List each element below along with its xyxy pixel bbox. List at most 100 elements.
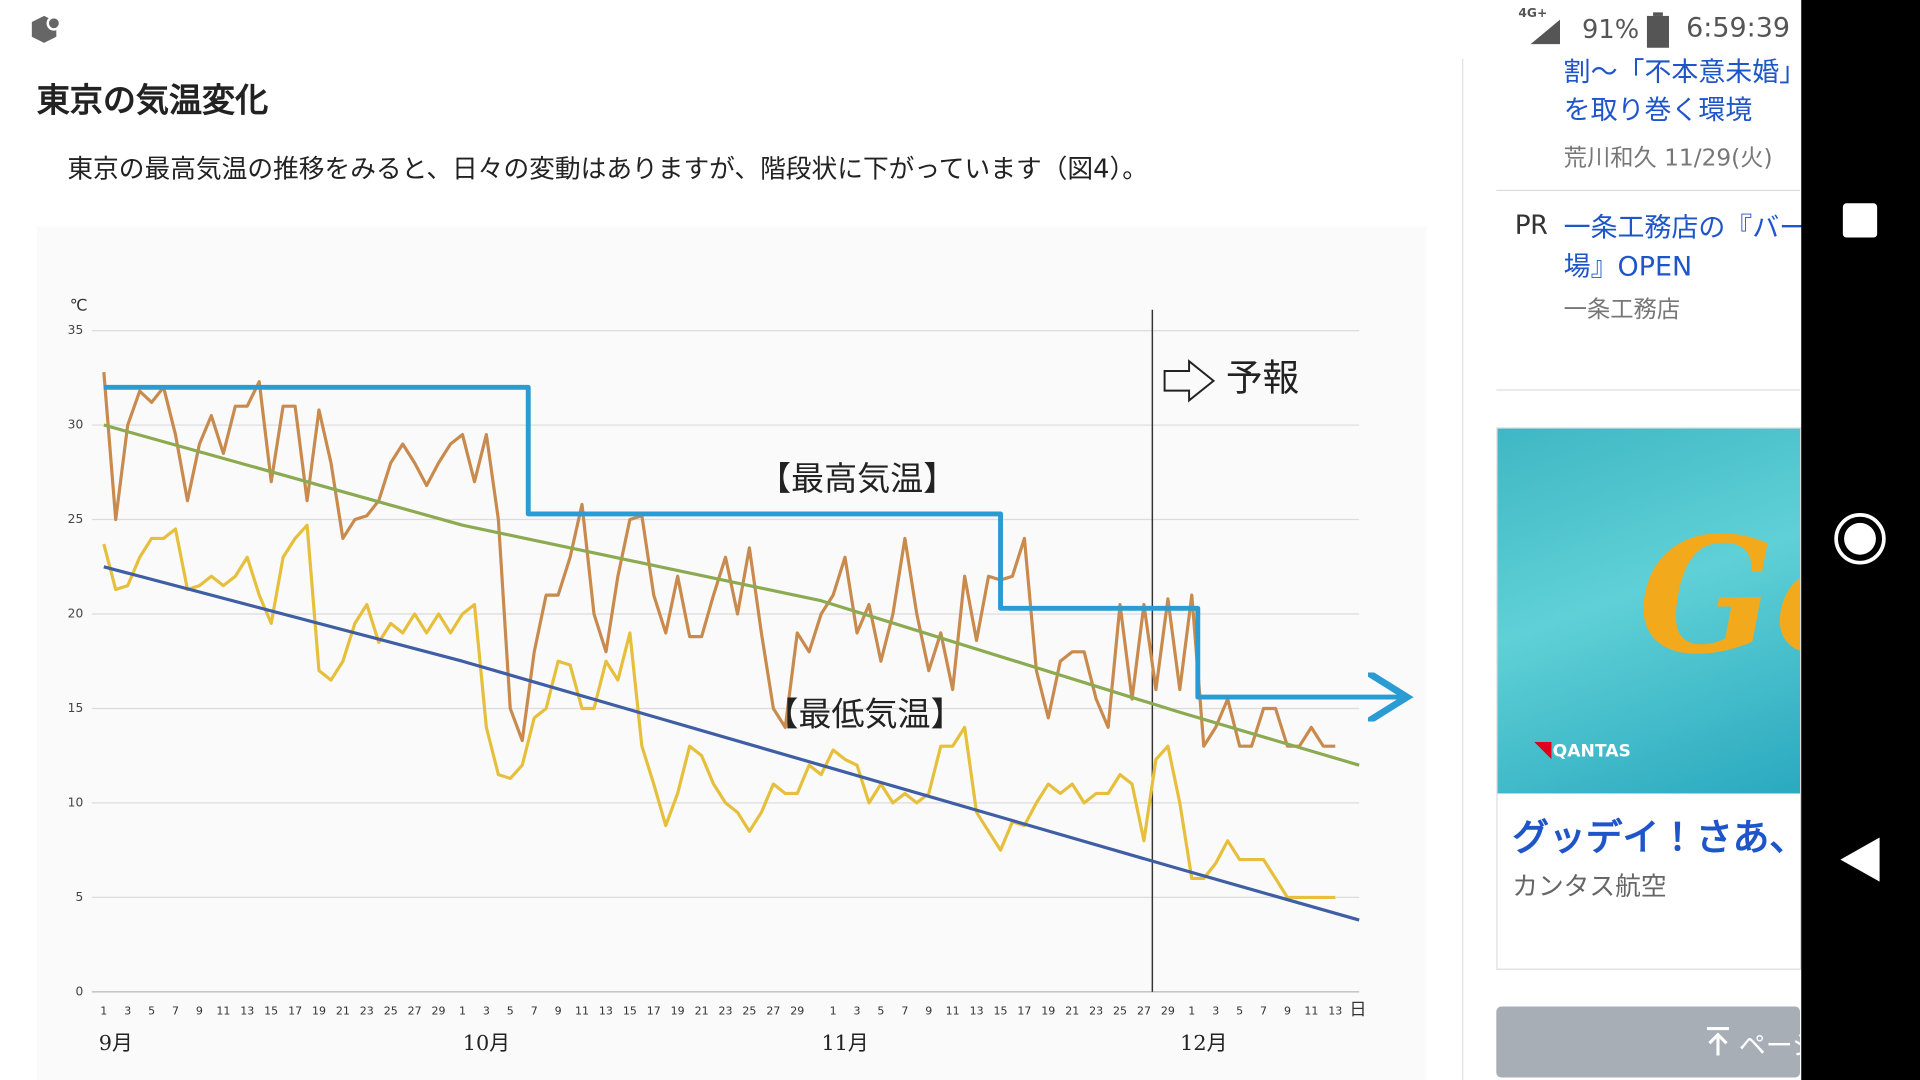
x-tick-label: 3 bbox=[483, 1004, 490, 1017]
x-tick-label: 21 bbox=[1065, 1004, 1079, 1017]
y-unit: ℃ bbox=[70, 296, 88, 315]
nav-bar bbox=[1801, 0, 1920, 1080]
x-tick-label: 5 bbox=[507, 1004, 514, 1017]
recent-apps-button[interactable] bbox=[1842, 203, 1878, 238]
x-tick-label: 5 bbox=[148, 1004, 155, 1017]
month-label: 10月 bbox=[463, 1031, 510, 1055]
x-tick-label: 27 bbox=[1137, 1004, 1151, 1017]
x-tick-label: 5 bbox=[877, 1004, 884, 1017]
x-tick-label: 3 bbox=[1212, 1004, 1219, 1017]
x-tick-label: 13 bbox=[240, 1004, 254, 1017]
paragraph: 東京の最高気温の推移をみると、日々の変動はありますが、階段状に下がっています（図… bbox=[67, 154, 1149, 184]
pr-title[interactable]: 一条工務店の『バー bbox=[1563, 213, 1807, 244]
x-tick-label: 3 bbox=[124, 1004, 131, 1017]
x-tick-label: 9 bbox=[196, 1004, 203, 1017]
sidebar-border bbox=[1462, 58, 1464, 1080]
x-tick-label: 7 bbox=[1260, 1004, 1267, 1017]
network-type: 4G+ bbox=[1518, 7, 1548, 21]
ad-brand: Go bbox=[1638, 502, 1800, 690]
y-tick-label: 10 bbox=[68, 795, 84, 809]
x-tick-label: 27 bbox=[766, 1004, 780, 1017]
x-tick-label: 19 bbox=[1041, 1004, 1055, 1017]
x-tick-label: 23 bbox=[360, 1004, 374, 1017]
forecast-arrow bbox=[1163, 359, 1216, 403]
news-title[interactable]: 割〜「不本意未婚」 bbox=[1563, 57, 1807, 89]
x-tick-label: 21 bbox=[695, 1004, 709, 1017]
x-tick-label: 3 bbox=[854, 1004, 861, 1017]
x-tick-label: 23 bbox=[1089, 1004, 1103, 1017]
month-label: 11月 bbox=[821, 1031, 868, 1055]
ad-logo: QANTAS bbox=[1552, 742, 1631, 762]
x-tick-label: 1 bbox=[100, 1004, 107, 1017]
x-tick-label: 1 bbox=[830, 1004, 837, 1017]
x-tick-label: 7 bbox=[901, 1004, 908, 1017]
y-tick-label: 30 bbox=[68, 418, 84, 432]
series-line bbox=[102, 371, 1336, 748]
x-tick-label: 23 bbox=[718, 1004, 732, 1017]
x-tick-label: 9 bbox=[1284, 1004, 1291, 1017]
x-tick-label: 29 bbox=[1161, 1004, 1175, 1017]
x-tick-label: 21 bbox=[336, 1004, 350, 1017]
x-tick-label: 19 bbox=[671, 1004, 685, 1017]
ad-advertiser: カンタス航空 bbox=[1512, 871, 1667, 902]
y-tick-label: 5 bbox=[75, 890, 83, 904]
x-tick-label: 11 bbox=[216, 1004, 230, 1017]
ad-title[interactable]: グッデイ！さあ、 bbox=[1512, 816, 1807, 860]
x-tick-label: 25 bbox=[742, 1004, 756, 1017]
x-tick-label: 15 bbox=[623, 1004, 637, 1017]
x-tick-label: 17 bbox=[647, 1004, 661, 1017]
x-tick-label: 1 bbox=[459, 1004, 466, 1017]
series-annotation: 【最低気温】 bbox=[765, 694, 963, 733]
x-tick-label: 25 bbox=[384, 1004, 398, 1017]
x-tick-label: 29 bbox=[432, 1004, 446, 1017]
divider bbox=[1496, 189, 1800, 192]
x-tick-label: 27 bbox=[408, 1004, 422, 1017]
ad-image[interactable]: Go QANTAS bbox=[1497, 428, 1800, 794]
home-button[interactable] bbox=[1834, 513, 1886, 565]
signal-icon bbox=[1530, 19, 1560, 45]
x-tick-label: 15 bbox=[264, 1004, 278, 1017]
heading: 東京の気温変化 bbox=[36, 82, 269, 120]
back-button[interactable] bbox=[1838, 835, 1882, 884]
divider bbox=[1496, 389, 1800, 391]
x-tick-label: 15 bbox=[993, 1004, 1007, 1017]
x-tick-label: 9 bbox=[925, 1004, 932, 1017]
news-title[interactable]: を取り巻く環境 bbox=[1563, 95, 1753, 127]
y-tick-label: 35 bbox=[68, 323, 84, 337]
forecast-label: 予報 bbox=[1226, 356, 1299, 399]
series-line bbox=[103, 384, 1407, 697]
battery-icon bbox=[1646, 12, 1669, 48]
x-tick-label: 7 bbox=[172, 1004, 179, 1017]
series-annotation: 【最高気温】 bbox=[758, 459, 956, 498]
x-tick-label: 7 bbox=[531, 1004, 538, 1017]
x-tick-label: 5 bbox=[1236, 1004, 1243, 1017]
page-top-button[interactable]: ページ bbox=[1496, 1006, 1819, 1078]
x-tick-label: 9 bbox=[555, 1004, 562, 1017]
x-unit: 日 bbox=[1349, 1000, 1366, 1020]
x-tick-label: 13 bbox=[1328, 1004, 1342, 1017]
x-tick-label: 19 bbox=[312, 1004, 326, 1017]
x-tick-label: 29 bbox=[790, 1004, 804, 1017]
series-line bbox=[102, 523, 1336, 900]
logo-mark bbox=[1534, 742, 1552, 760]
x-tick-label: 17 bbox=[1017, 1004, 1031, 1017]
ad-card[interactable] bbox=[1496, 427, 1802, 970]
series-line bbox=[103, 565, 1360, 922]
news-meta: 荒川和久 11/29(火) bbox=[1563, 144, 1773, 172]
app-icon bbox=[31, 15, 62, 43]
x-tick-label: 17 bbox=[288, 1004, 302, 1017]
x-tick-label: 1 bbox=[1188, 1004, 1195, 1017]
x-tick-label: 11 bbox=[946, 1004, 960, 1017]
up-icon bbox=[1706, 1027, 1729, 1056]
y-tick-label: 20 bbox=[68, 606, 84, 620]
y-tick-label: 25 bbox=[68, 512, 84, 526]
x-tick-label: 25 bbox=[1113, 1004, 1127, 1017]
x-tick-label: 11 bbox=[575, 1004, 589, 1017]
pr-title[interactable]: 場』OPEN bbox=[1563, 252, 1693, 283]
clock: 6:59:39 bbox=[1686, 13, 1790, 45]
pr-badge: PR bbox=[1514, 210, 1548, 242]
x-tick-label: 13 bbox=[599, 1004, 613, 1017]
x-tick-label: 13 bbox=[970, 1004, 984, 1017]
